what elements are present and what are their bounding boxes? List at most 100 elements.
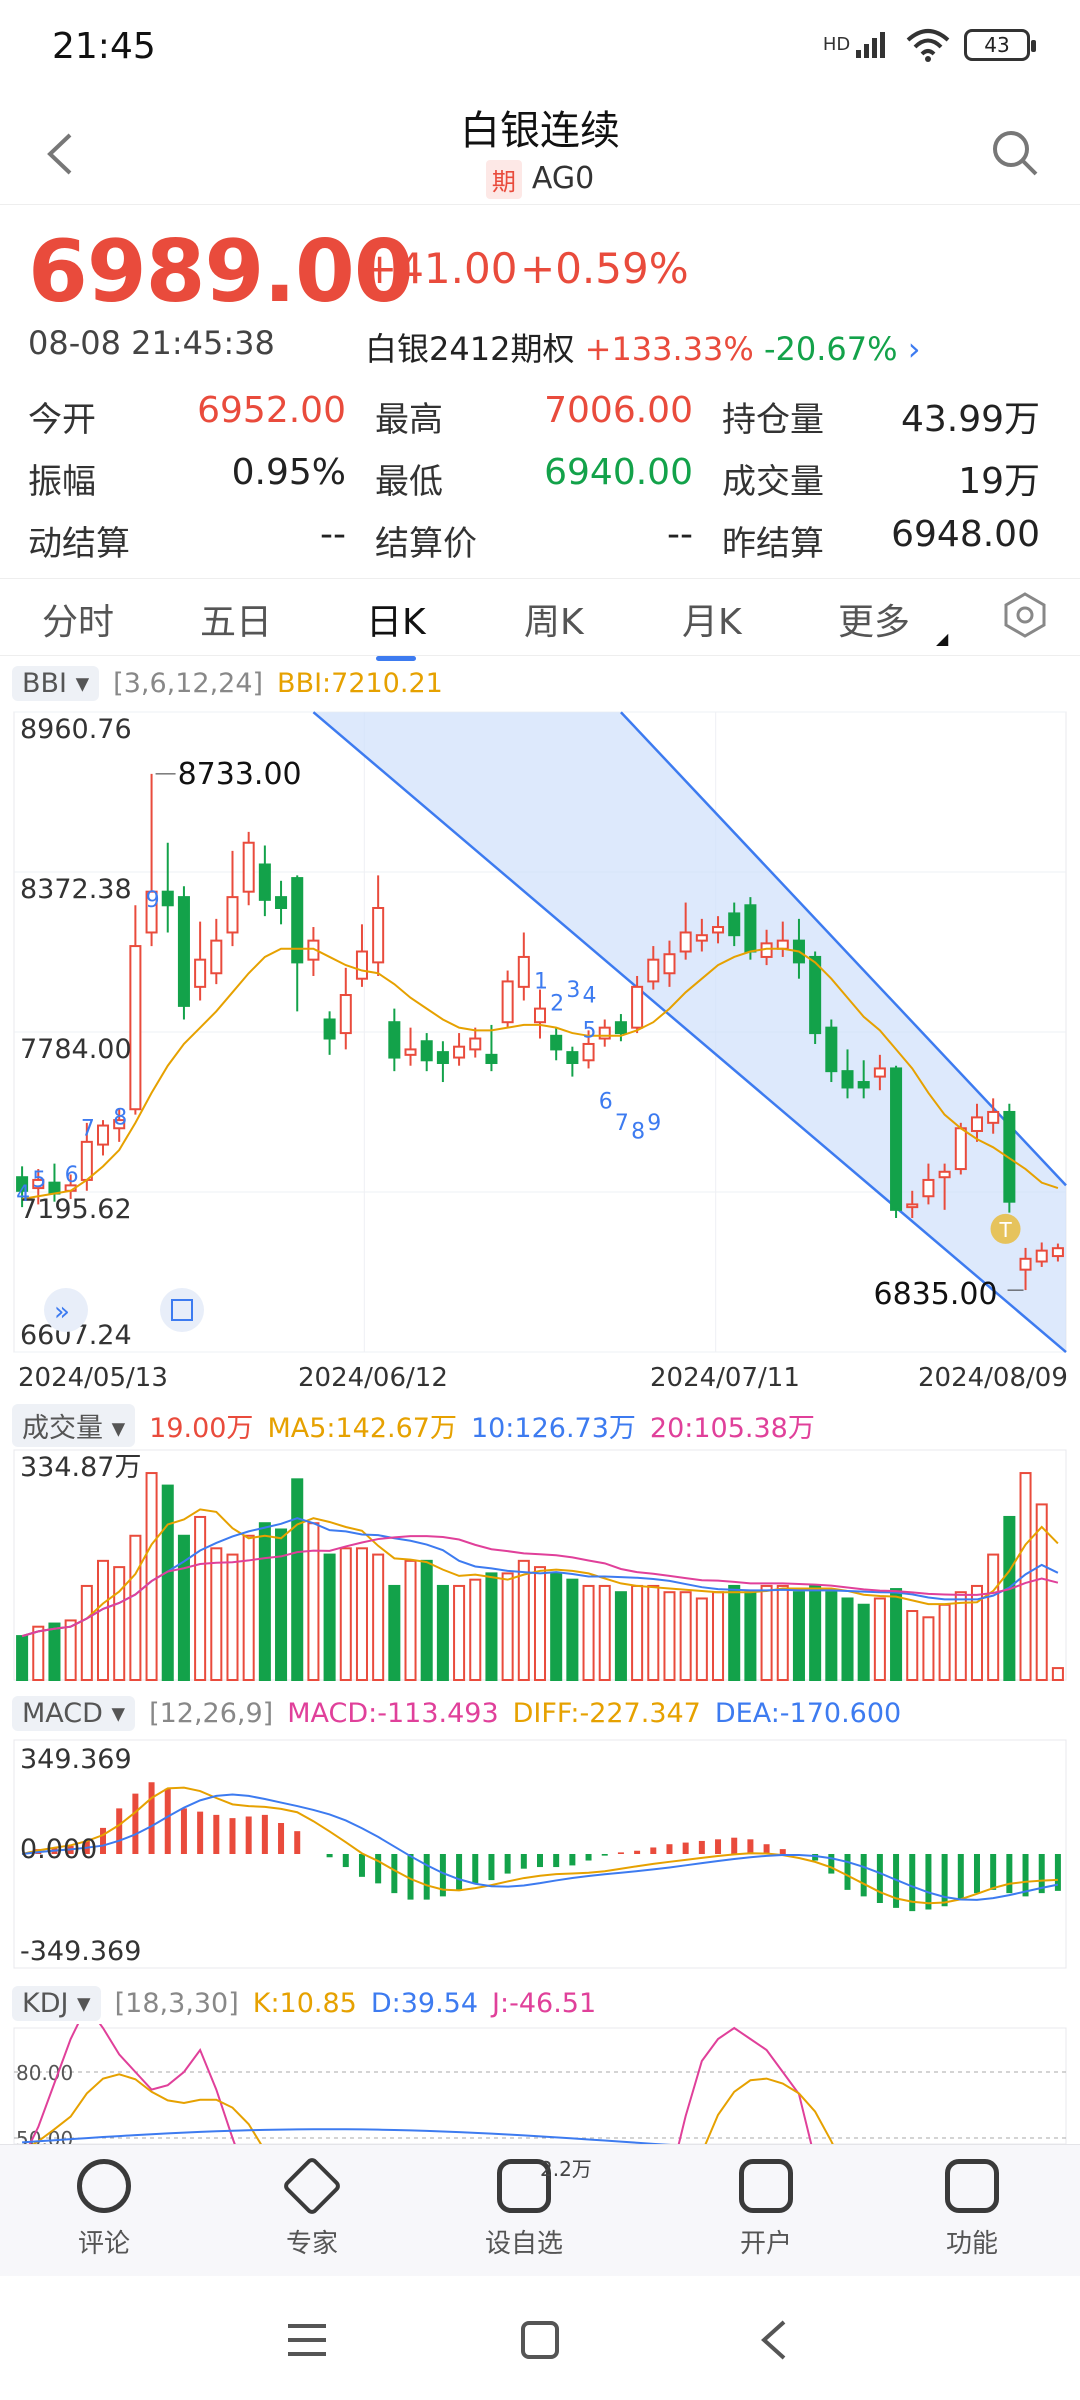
stat-label: 最高 [375, 400, 443, 440]
macd-frame [13, 1739, 1067, 1969]
sequence-number: 3 [566, 978, 580, 1003]
wifi-icon [906, 29, 950, 62]
candle-body [663, 953, 676, 975]
bbi-line [21, 947, 1059, 1200]
candle-body [388, 1021, 401, 1059]
volume-bar [291, 1478, 304, 1682]
tab-0[interactable]: 分时 [42, 602, 115, 643]
tab-4[interactable]: 月K [682, 602, 742, 643]
page-title: 白银连续 [460, 108, 620, 154]
volume-bar [744, 1591, 757, 1682]
nav-function[interactable]: 功能 [902, 2159, 1042, 2260]
collapse-icon [44, 1288, 88, 1332]
candle-body [1051, 1247, 1064, 1258]
tab-3[interactable]: 周K [524, 602, 584, 643]
candle-body [517, 955, 530, 988]
kdj-params: [18,3,30] [114, 1988, 239, 2019]
candle-body [177, 896, 190, 1007]
tab-1[interactable]: 五日 [200, 602, 273, 643]
volume-bar [501, 1572, 514, 1681]
stat-label: 昨结算 [722, 524, 824, 564]
candle-body [129, 945, 142, 1111]
volume-bar [80, 1584, 93, 1681]
volume-bar [307, 1522, 320, 1681]
low-label: 6835.00 [874, 1277, 998, 1312]
volume-ma-line [21, 1517, 1059, 1638]
option-link[interactable]: 白银2412期权 +133.33% -20.67% › [365, 330, 921, 368]
search-button[interactable] [990, 128, 1040, 182]
candle-body [825, 1026, 838, 1073]
candle-body [970, 1116, 984, 1132]
volume-indicator-row: 成交量 ▾ 19.00万 MA5:142.67万 10:126.73万 20:1… [12, 1404, 815, 1447]
candle-body [307, 939, 320, 961]
signal-icon: HD [823, 32, 892, 58]
macd-value: MACD:-113.493 [287, 1698, 499, 1729]
volume-bar [436, 1584, 449, 1681]
kdj-selector[interactable]: KDJ ▾ [12, 1986, 101, 2021]
candle-body [809, 955, 822, 1035]
kline-chart[interactable]: 8960.768372.387784.007195.626607.242024/… [0, 700, 1080, 1420]
nav-open-account[interactable]: 开户 [696, 2159, 836, 2260]
battery-icon: 43 [964, 29, 1036, 61]
nav-comment[interactable]: 评论 [34, 2159, 174, 2260]
candle-body [258, 863, 271, 901]
volume-bar [857, 1603, 870, 1681]
volume-bar [226, 1553, 239, 1681]
volume-bar [582, 1584, 595, 1681]
candle-body [679, 931, 692, 953]
sequence-number: 7 [615, 1111, 629, 1136]
candle-body [16, 1176, 29, 1192]
candle-body [161, 890, 174, 907]
watchlist-icon [497, 2159, 551, 2213]
volume-bar [32, 1625, 45, 1682]
nav-label: 功能 [945, 2229, 998, 2259]
option-up: +133.33% [584, 330, 754, 368]
sequence-number: 8 [113, 1106, 127, 1131]
macd-selector[interactable]: MACD ▾ [12, 1696, 136, 1731]
candle-body [242, 841, 255, 893]
candle-body [938, 1170, 951, 1179]
volume-bar [194, 1515, 207, 1681]
macd-bottom-label: -349.369 [20, 1936, 141, 1967]
candle-body [404, 1048, 417, 1056]
candle-body [922, 1178, 935, 1198]
collapse-glyph: » [54, 1297, 70, 1327]
volume-bar [776, 1584, 789, 1681]
candle-body [728, 912, 741, 937]
menu-icon[interactable] [286, 2322, 328, 2358]
volume-bar [695, 1597, 708, 1681]
home-icon[interactable] [520, 2320, 560, 2360]
nav-expert[interactable]: 专家 [242, 2155, 382, 2260]
volume-selector[interactable]: 成交量 ▾ [12, 1404, 136, 1447]
bbi-value: BBI:7210.21 [277, 668, 443, 699]
volume-bar [1019, 1472, 1032, 1682]
nav-watchlist[interactable]: 设自选 2.2万 [454, 2157, 594, 2260]
candle-body [906, 1203, 919, 1209]
page-header: 白银连续 期 AG0 [0, 90, 1080, 205]
candle-body [890, 1067, 903, 1211]
volume-bar [566, 1578, 579, 1681]
tab-2[interactable]: 日K [366, 593, 426, 661]
volume-bar [210, 1547, 223, 1682]
volume-bar [485, 1572, 498, 1681]
settings-hexagon-icon[interactable] [1000, 590, 1050, 640]
candle-body [80, 1140, 93, 1181]
volume-bar [388, 1584, 401, 1681]
volume-bar [906, 1610, 919, 1681]
volume-bar [1051, 1667, 1064, 1682]
stat-label: 持仓量 [722, 400, 824, 440]
back-nav-icon[interactable] [758, 2318, 788, 2362]
sequence-number: 9 [146, 888, 160, 913]
tab-5[interactable]: 更多 [838, 602, 911, 643]
volume-bar [339, 1547, 352, 1682]
volume-bar [372, 1553, 385, 1681]
volume-bar [679, 1591, 692, 1682]
candle-body [841, 1070, 854, 1089]
bbi-selector[interactable]: BBI ▾ [12, 666, 100, 701]
option-down: -20.67% [763, 330, 898, 368]
back-button[interactable] [44, 130, 74, 190]
candle-body [1019, 1257, 1032, 1271]
expand-glyph [171, 1299, 193, 1321]
price-change: +41.00 [362, 244, 518, 293]
